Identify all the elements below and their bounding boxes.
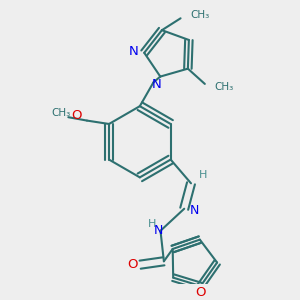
Text: CH₃: CH₃ <box>214 82 234 92</box>
Text: H: H <box>148 219 156 229</box>
Text: N: N <box>190 204 199 217</box>
Text: H: H <box>199 170 207 180</box>
Text: O: O <box>71 109 82 122</box>
Text: O: O <box>128 258 138 271</box>
Text: CH₃: CH₃ <box>190 10 209 20</box>
Text: N: N <box>152 77 162 91</box>
Text: N: N <box>154 224 164 237</box>
Text: N: N <box>128 45 138 58</box>
Text: CH₃: CH₃ <box>51 108 70 118</box>
Text: O: O <box>195 286 206 299</box>
